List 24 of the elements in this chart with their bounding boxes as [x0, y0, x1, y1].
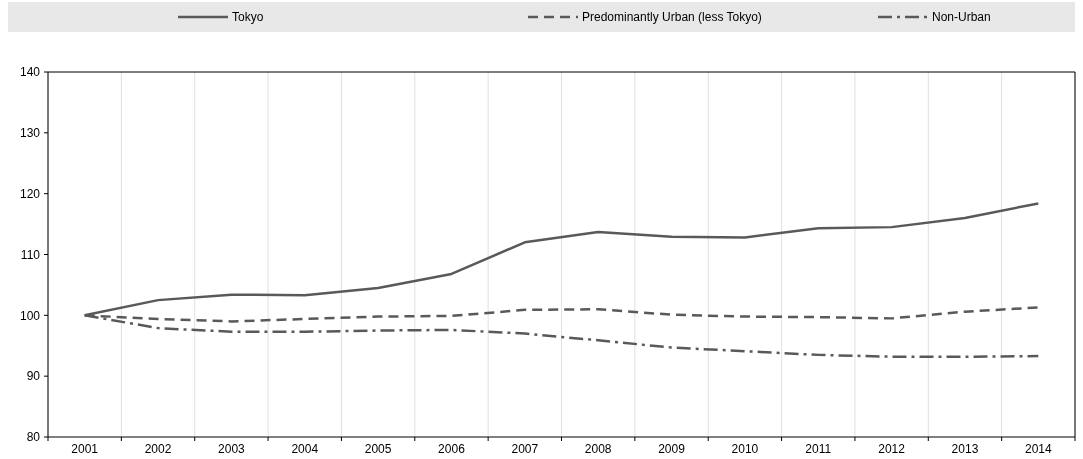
- y-tick-label: 120: [19, 186, 41, 201]
- legend-label: Tokyo: [232, 10, 264, 24]
- x-tick-label: 2004: [291, 442, 319, 456]
- y-tick-label: 90: [26, 369, 41, 384]
- x-tick-label: 2003: [218, 442, 246, 456]
- y-tick-label: 140: [19, 65, 41, 80]
- x-tick-label: 2002: [144, 442, 172, 456]
- legend-label: Predominantly Urban (less Tokyo): [582, 10, 762, 24]
- y-tick-label: 100: [19, 308, 41, 323]
- x-tick-label: 2008: [584, 442, 612, 456]
- legend-label: Non-Urban: [932, 10, 991, 24]
- y-tick-label: 80: [26, 430, 41, 445]
- x-tick-label: 2011: [805, 442, 832, 456]
- x-tick-label: 2005: [364, 442, 392, 456]
- x-tick-label: 2012: [878, 442, 906, 456]
- y-tick-label: 130: [19, 126, 41, 141]
- x-tick-label: 2014: [1024, 442, 1052, 456]
- x-tick-label: 2010: [731, 442, 759, 456]
- x-tick-label: 2001: [71, 442, 99, 456]
- x-tick-label: 2009: [658, 442, 686, 456]
- y-tick-label: 110: [20, 247, 41, 262]
- x-tick-label: 2013: [951, 442, 979, 456]
- x-tick-label: 2006: [438, 442, 466, 456]
- x-tick-label: 2007: [511, 442, 539, 456]
